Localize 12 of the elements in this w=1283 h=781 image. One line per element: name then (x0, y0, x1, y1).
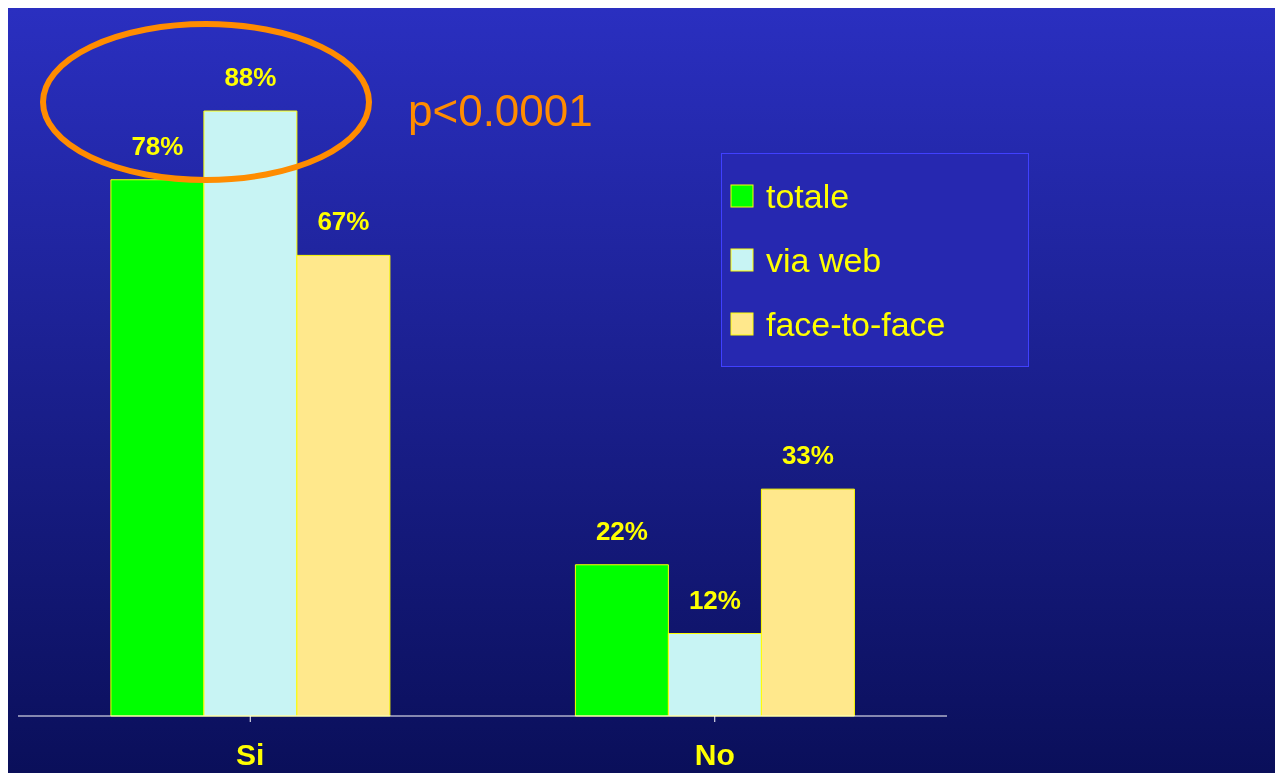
data-label: 12% (688, 584, 741, 615)
data-label: 22% (595, 515, 648, 546)
data-label: 67% (317, 206, 370, 237)
legend-label: totale (766, 176, 850, 216)
data-label: 78% (131, 130, 184, 161)
legend-label: face-to-face (766, 304, 946, 344)
data-label: 33% (781, 440, 834, 471)
x-tick-label: No (694, 738, 735, 772)
legend-label: via web (766, 240, 882, 280)
annotation: p<0.0001 (408, 86, 593, 136)
x-tick-label: Si (236, 738, 265, 772)
data-label: 88% (224, 62, 277, 92)
